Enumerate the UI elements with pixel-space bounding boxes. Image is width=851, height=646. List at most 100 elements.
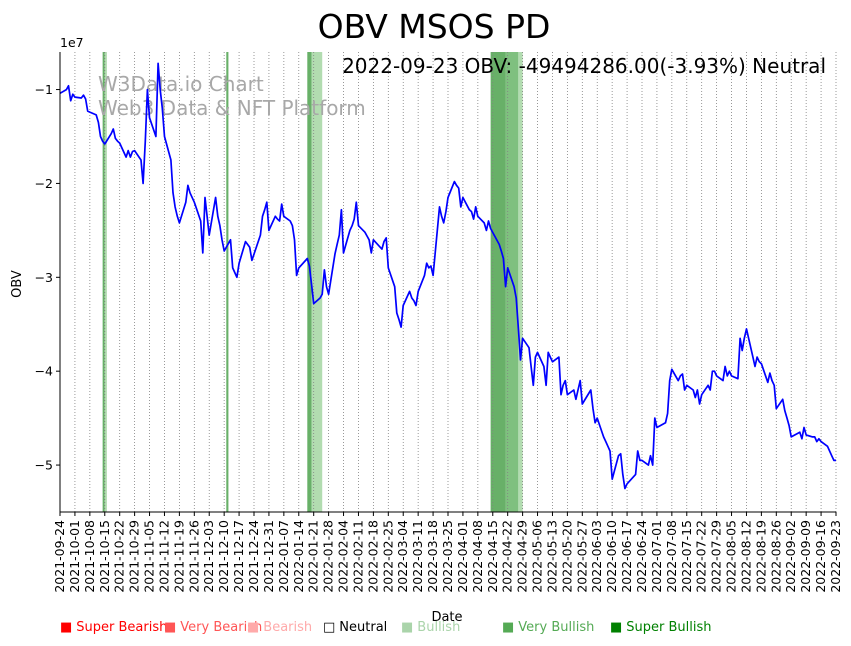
x-tick-label: 2021-09-24 — [52, 520, 67, 593]
legend-swatch: ■ — [401, 620, 414, 635]
legend-swatch: ■ — [502, 620, 515, 635]
x-tick-label: 2022-05-06 — [530, 520, 545, 593]
x-tick-label: 2021-10-29 — [127, 520, 142, 593]
x-tick-label: 2022-09-16 — [813, 520, 828, 593]
x-tick-label: 2022-01-28 — [321, 520, 336, 593]
x-tick-label: 2022-06-24 — [634, 520, 649, 593]
chart-title: OBV MSOS PD — [318, 7, 551, 46]
y-axis-label: OBV — [10, 270, 25, 298]
x-tick-label: 2022-04-15 — [485, 520, 500, 593]
x-tick-label: 2022-04-29 — [515, 520, 530, 593]
band-very-bullish — [490, 52, 506, 512]
x-tick-label: 2022-08-19 — [753, 520, 768, 593]
x-tick-label: 2022-07-01 — [649, 520, 664, 593]
chart-subtitle: 2022-09-23 OBV: -49494286.00(-3.93%) Neu… — [342, 54, 826, 78]
x-tick-label: 2021-11-26 — [186, 520, 201, 593]
x-tick-label: 2022-08-12 — [738, 520, 753, 593]
x-tick-label: 2021-11-05 — [142, 520, 157, 593]
x-tick-label: 2022-01-07 — [276, 520, 291, 593]
band-very-bullish — [226, 52, 229, 512]
y-scale-note: 1e7 — [60, 35, 84, 50]
band-bullish — [518, 52, 523, 512]
x-axis-label: Date — [431, 610, 462, 625]
obv-line — [59, 62, 836, 490]
y-tick-label: −1 — [35, 82, 53, 97]
band-very-bullish — [102, 52, 105, 512]
x-tick-label: 2021-10-08 — [82, 520, 97, 593]
y-tick-label: −4 — [35, 364, 53, 379]
x-tick-label: 2022-05-27 — [574, 520, 589, 593]
y-tick-label: −5 — [35, 458, 53, 473]
watermark-line-1: W3Data.io Chart — [98, 72, 264, 96]
x-tick-label: 2022-03-04 — [395, 520, 410, 593]
signal-bands — [102, 52, 523, 512]
x-tick-label: 2022-03-11 — [410, 520, 425, 593]
x-tick-label: 2022-04-22 — [500, 520, 515, 593]
legend-item-bullish: ■ Bullish — [401, 620, 460, 635]
x-tick-label: 2022-04-01 — [455, 520, 470, 593]
x-tick-label: 2021-10-22 — [112, 520, 127, 593]
legend-label: Very Bullish — [518, 620, 595, 635]
x-tick-label: 2021-12-31 — [261, 520, 276, 593]
x-tick-label: 2022-05-20 — [559, 520, 574, 593]
x-tick-label: 2021-12-24 — [246, 520, 261, 593]
x-tick-label: 2021-12-03 — [201, 520, 216, 593]
band-bullish — [311, 52, 323, 512]
x-tick-label: 2021-12-17 — [231, 520, 246, 593]
y-tick-label: −3 — [35, 270, 53, 285]
x-tick-label: 2021-11-19 — [171, 520, 186, 593]
x-tick-label: 2022-02-11 — [350, 520, 365, 593]
x-tick-label: 2022-09-23 — [828, 520, 843, 593]
x-tick-label: 2022-08-05 — [724, 520, 739, 593]
legend-item-very-bullish: ■ Very Bullish — [502, 620, 594, 635]
x-tick-label: 2022-08-26 — [768, 520, 783, 593]
legend-label: Super Bearish — [76, 620, 168, 635]
x-tick-label: 2022-09-09 — [798, 520, 813, 593]
legend-swatch: □ — [323, 620, 336, 635]
legend-item-neutral: □ Neutral — [323, 620, 387, 635]
x-tick-label: 2021-11-12 — [156, 520, 171, 593]
legend-swatch: ■ — [60, 620, 73, 635]
x-tick-label: 2022-02-25 — [380, 520, 395, 593]
legend-item-very-bearish: ■ Very Bearish — [164, 620, 262, 635]
legend-swatch: ■ — [247, 620, 260, 635]
legend-item-super-bearish: ■ Super Bearish — [60, 620, 167, 635]
legend-label: Neutral — [339, 620, 388, 635]
band-bullish — [104, 52, 107, 512]
x-tick-label: 2022-04-08 — [470, 520, 485, 593]
x-tick-label: 2022-05-13 — [544, 520, 559, 593]
y-ticks: −1 −2 −3 −4 −5 — [35, 82, 60, 473]
legend-label: Super Bullish — [626, 620, 712, 635]
legend-swatch: ■ — [610, 620, 623, 635]
x-tick-label: 2022-07-29 — [709, 520, 724, 593]
watermark-line-2: Web3 Data & NFT Platform — [98, 96, 366, 120]
x-tick-label: 2022-07-15 — [679, 520, 694, 593]
legend-item-bearish: ■ Bearish — [247, 620, 312, 635]
x-tick-label: 2022-02-18 — [365, 520, 380, 593]
y-tick-label: −2 — [35, 176, 53, 191]
band-very-bullish — [307, 52, 312, 512]
x-tick-label: 2022-06-03 — [589, 520, 604, 593]
x-tick-label: 2021-12-10 — [216, 520, 231, 593]
x-tick-label: 2022-06-17 — [619, 520, 634, 593]
x-tick-label: 2021-10-15 — [97, 520, 112, 593]
x-grid — [59, 52, 837, 512]
x-tick-label: 2022-02-04 — [336, 520, 351, 593]
legend-swatch: ■ — [164, 620, 177, 635]
x-ticks: 2021-09-24 2021-10-01 2021-10-08 2021-10-15… — [52, 512, 843, 593]
x-tick-label: 2022-03-18 — [425, 520, 440, 593]
legend-label: Bullish — [417, 620, 461, 635]
legend-label: Very Bearish — [180, 620, 263, 635]
x-tick-label: 2022-09-02 — [783, 520, 798, 593]
legend-label: Bearish — [263, 620, 313, 635]
x-tick-label: 2022-06-10 — [604, 520, 619, 593]
signal-legend: ■ Super Bearish ■ Very Bearish ■ Bearish □ Neut… — [60, 620, 850, 640]
x-tick-label: 2022-03-25 — [440, 520, 455, 593]
x-tick-label: 2021-10-01 — [67, 520, 82, 593]
x-tick-label: 2022-07-22 — [694, 520, 709, 593]
legend-item-super-bullish: ■ Super Bullish — [610, 620, 712, 635]
x-tick-label: 2022-07-08 — [664, 520, 679, 593]
x-tick-label: 2022-01-14 — [291, 520, 306, 593]
x-tick-label: 2022-01-21 — [306, 520, 321, 593]
